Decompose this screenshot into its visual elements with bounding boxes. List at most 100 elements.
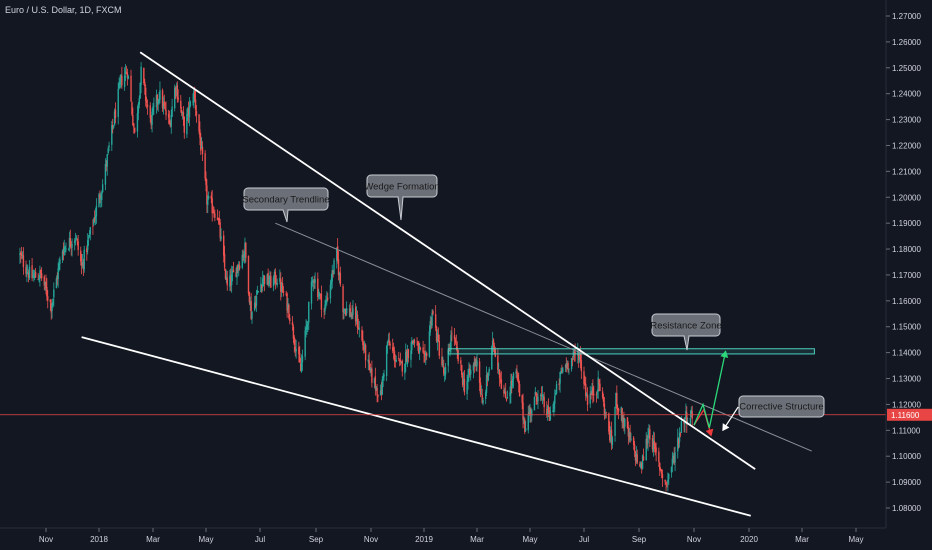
candle-body [95, 205, 98, 217]
candle-body [120, 74, 122, 82]
candle-body [58, 263, 60, 270]
candle-body [82, 262, 85, 268]
candle-body [480, 394, 483, 395]
candle-body [101, 184, 104, 193]
candles [19, 62, 693, 492]
resistance-zone[interactable] [447, 348, 815, 355]
candle-body [67, 249, 70, 251]
candle-body [261, 285, 263, 288]
candle-body [331, 270, 333, 282]
candle-body [112, 125, 115, 128]
candle-body [270, 275, 272, 288]
candle-body [216, 217, 219, 220]
candle-body [645, 438, 647, 461]
secondary-trendline-callout[interactable]: Secondary Trendline [242, 187, 330, 223]
lower-wedge-trendline[interactable] [81, 336, 751, 517]
candle-body [157, 100, 159, 105]
callout-label: Corrective Structure [739, 402, 823, 413]
callout-label: Secondary Trendline [242, 194, 329, 205]
candle-body [127, 76, 129, 79]
candle-body [231, 270, 234, 274]
corrective-pointer-arrow[interactable] [722, 406, 739, 432]
time-tick-label: May [198, 535, 213, 544]
resistance-zone-callout[interactable]: Resistance Zone [650, 313, 722, 351]
candle-body [176, 85, 179, 99]
candle-body [524, 428, 527, 431]
projection-arrow-up[interactable] [693, 350, 729, 428]
candle-body [25, 267, 27, 274]
candle-body [573, 352, 575, 354]
candle-body [192, 101, 194, 103]
candle-body [111, 125, 113, 145]
candle-body [171, 106, 173, 117]
secondary-trendline[interactable] [275, 222, 812, 452]
candle-body [418, 348, 421, 352]
time-tick-label: Mar [470, 535, 484, 544]
candle-body [254, 303, 257, 307]
candle-body [260, 283, 262, 293]
price-tick-label: 1.20000 [892, 193, 921, 202]
candle-body [99, 194, 101, 199]
candle-body [531, 409, 533, 417]
candle-body [143, 67, 145, 83]
candle-body [405, 351, 407, 365]
candle-body [188, 105, 191, 118]
candle-body [678, 432, 681, 442]
candle-body [28, 266, 31, 278]
price-tick-label: 1.19000 [892, 219, 921, 228]
time-tick-label: Mar [795, 535, 809, 544]
candle-body [68, 237, 71, 249]
price-tick-label: 1.16000 [892, 297, 921, 306]
candle-body [238, 265, 241, 269]
candle-body [169, 123, 172, 127]
time-axis[interactable]: Nov 2018 Mar May Jul Sep Nov 2019 Mar May Jul Sep No… [0, 527, 886, 544]
candle-body [311, 280, 314, 283]
candle-body [674, 452, 676, 463]
candle-body [666, 482, 668, 484]
candle-body [487, 373, 489, 381]
candle-body [329, 284, 332, 299]
candle-body [598, 379, 600, 384]
candle-body [236, 266, 238, 278]
candle-body [158, 98, 160, 102]
candle-body [213, 212, 215, 214]
candle-body [357, 326, 360, 330]
candle-body [153, 105, 155, 107]
candle-body [276, 282, 278, 285]
candle-body [667, 479, 669, 483]
candle-body [131, 102, 133, 115]
candle-body [139, 83, 141, 99]
candle-body [672, 455, 674, 458]
corrective-structure-callout[interactable]: Corrective Structure [738, 395, 825, 418]
candle-body [423, 353, 425, 354]
time-tick-label: May [522, 535, 537, 544]
candle-body [577, 353, 580, 361]
candle-body [87, 240, 89, 251]
candle-body [306, 324, 308, 330]
candle-body [364, 344, 367, 361]
candle-body [301, 356, 304, 363]
candle-body [590, 393, 592, 396]
candle-body [182, 111, 185, 119]
candle-body [280, 279, 282, 292]
candle-body [411, 340, 413, 351]
callout-label: Wedge Formation [364, 181, 439, 192]
wedge-formation-callout[interactable]: Wedge Formation [364, 174, 440, 221]
upper-wedge-trendline[interactable] [139, 51, 756, 470]
candle-body [295, 348, 297, 352]
candle-body [74, 239, 77, 241]
candle-body [256, 290, 259, 295]
candle-body [660, 469, 663, 474]
price-axis[interactable]: 1.27000 1.26000 1.25000 1.24000 1.23000 1.220… [885, 0, 932, 528]
candle-body [161, 90, 164, 109]
candle-body [434, 314, 437, 328]
candle-body [463, 378, 466, 393]
candle-body [659, 468, 662, 471]
candle-body [151, 111, 153, 125]
candle-body [51, 304, 53, 312]
candle-body [488, 368, 490, 372]
candle-body [282, 291, 285, 293]
